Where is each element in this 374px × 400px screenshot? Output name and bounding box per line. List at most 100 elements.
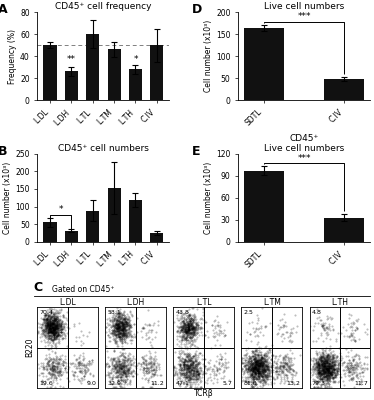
- Point: [56, 339, 62, 346]
- Point: [175, 360, 181, 367]
- Point: [316, 363, 322, 369]
- Point: [123, 332, 129, 338]
- Point: [117, 338, 123, 344]
- Point: [110, 356, 116, 362]
- Point: [46, 334, 52, 341]
- Point: [115, 360, 121, 367]
- Point: [124, 362, 130, 369]
- Point: [218, 330, 224, 336]
- Point: [287, 363, 293, 369]
- Point: [186, 331, 192, 337]
- Point: [261, 371, 267, 378]
- Point: [123, 373, 129, 379]
- Point: [49, 364, 55, 371]
- Point: [123, 357, 129, 364]
- Point: [326, 365, 332, 371]
- Point: [47, 319, 53, 326]
- Point: [62, 320, 68, 326]
- Point: [265, 361, 271, 368]
- Point: [259, 372, 265, 379]
- Point: [254, 367, 260, 373]
- Point: [264, 363, 270, 370]
- Point: [186, 365, 192, 372]
- Point: [261, 373, 267, 379]
- Point: [330, 376, 336, 382]
- Point: [289, 376, 295, 382]
- Point: [196, 365, 202, 371]
- Point: [280, 369, 286, 376]
- Point: [248, 359, 254, 366]
- Point: [49, 333, 55, 339]
- Point: [148, 358, 154, 364]
- Point: [121, 324, 127, 331]
- Point: [47, 312, 53, 319]
- Point: [122, 325, 128, 332]
- Point: [114, 340, 120, 347]
- Point: [241, 354, 247, 361]
- Point: [323, 370, 329, 376]
- Point: [252, 368, 258, 374]
- Point: [320, 377, 326, 384]
- Point: [316, 367, 322, 374]
- Point: [148, 355, 154, 362]
- Point: [193, 368, 199, 374]
- Point: [183, 324, 189, 330]
- Point: [50, 336, 56, 342]
- Point: [188, 361, 194, 368]
- Point: [50, 322, 56, 328]
- Point: [180, 323, 186, 330]
- Point: [180, 312, 186, 318]
- Point: [53, 307, 59, 313]
- Point: [246, 353, 252, 359]
- Point: [123, 371, 129, 377]
- Point: [83, 360, 89, 366]
- Point: [48, 314, 54, 321]
- Point: [245, 359, 251, 365]
- Point: [331, 366, 337, 372]
- Point: [255, 366, 261, 373]
- Point: [315, 334, 321, 341]
- Point: [185, 326, 191, 332]
- Point: [123, 373, 129, 380]
- Point: [325, 376, 331, 382]
- Point: [120, 322, 126, 329]
- Point: [319, 322, 325, 329]
- Point: [110, 318, 116, 324]
- Point: [129, 337, 135, 344]
- Point: [141, 365, 147, 371]
- Point: [346, 357, 352, 364]
- Point: [148, 368, 154, 374]
- Point: [320, 357, 326, 364]
- Point: [44, 314, 50, 321]
- Point: [114, 380, 120, 387]
- Point: [284, 329, 290, 336]
- Point: [192, 332, 198, 338]
- Point: [195, 372, 201, 379]
- Point: [59, 358, 65, 364]
- Point: [255, 365, 261, 371]
- Point: [258, 352, 264, 358]
- Point: [317, 356, 323, 362]
- Point: [320, 365, 326, 371]
- Point: [331, 368, 337, 375]
- Point: [117, 330, 123, 337]
- Point: [274, 368, 280, 375]
- Point: [316, 360, 322, 366]
- Point: [44, 320, 50, 326]
- Point: [273, 353, 279, 360]
- Point: [78, 328, 84, 334]
- Point: [252, 358, 258, 364]
- Point: [247, 361, 253, 367]
- Point: [329, 360, 335, 367]
- Point: [312, 367, 318, 374]
- Point: [116, 316, 122, 323]
- Point: [112, 354, 118, 361]
- Point: [260, 370, 266, 377]
- Point: [148, 374, 154, 380]
- Point: [51, 314, 57, 321]
- Point: [183, 362, 189, 368]
- Point: [334, 368, 340, 374]
- Point: [264, 372, 270, 378]
- Point: [154, 372, 160, 378]
- Point: [59, 318, 65, 324]
